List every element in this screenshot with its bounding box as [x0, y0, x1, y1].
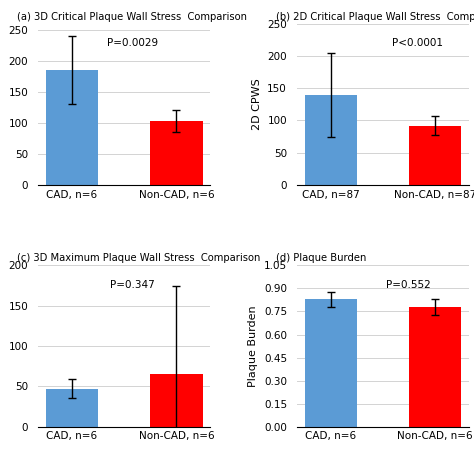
Bar: [150, 374, 202, 427]
Text: P=0.552: P=0.552: [386, 280, 431, 290]
Bar: [409, 307, 461, 427]
Bar: [409, 126, 461, 185]
Bar: [305, 299, 357, 427]
Text: P=0.0029: P=0.0029: [107, 38, 158, 48]
Y-axis label: 2D CPWS: 2D CPWS: [252, 78, 262, 130]
Bar: [46, 389, 98, 427]
Text: P<0.0001: P<0.0001: [392, 38, 443, 48]
Text: (d) Plaque Burden: (d) Plaque Burden: [276, 253, 366, 263]
Text: (a) 3D Critical Plaque Wall Stress  Comparison: (a) 3D Critical Plaque Wall Stress Compa…: [17, 11, 247, 21]
Y-axis label: Plaque Burden: Plaque Burden: [248, 305, 258, 387]
Text: P=0.347: P=0.347: [110, 280, 155, 290]
Bar: [150, 121, 202, 185]
Bar: [46, 70, 98, 185]
Text: (c) 3D Maximum Plaque Wall Stress  Comparison: (c) 3D Maximum Plaque Wall Stress Compar…: [17, 253, 261, 263]
Text: (b) 2D Critical Plaque Wall Stress  Comp: (b) 2D Critical Plaque Wall Stress Comp: [276, 11, 474, 21]
Bar: [305, 95, 357, 185]
